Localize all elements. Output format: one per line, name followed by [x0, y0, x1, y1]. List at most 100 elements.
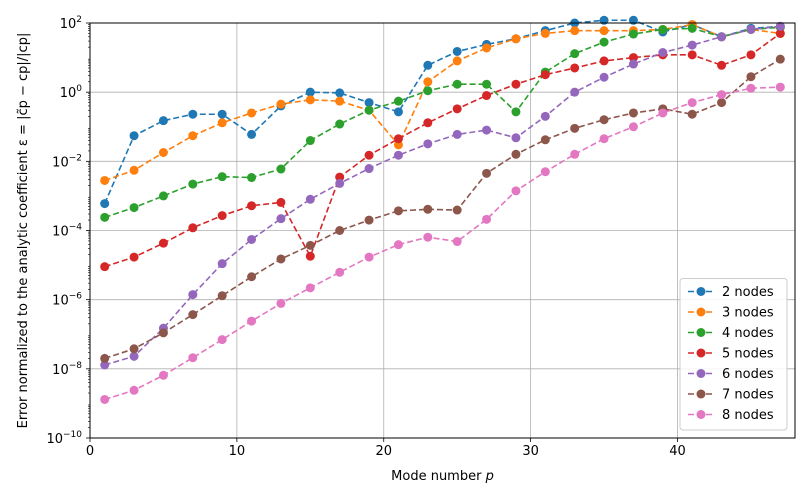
y-tick-label: 10−10 [46, 430, 82, 447]
x-tick-label: 0 [86, 444, 94, 459]
data-point [158, 328, 168, 338]
y-tick-label: 10−4 [52, 223, 82, 240]
series-6-nodes [100, 21, 785, 370]
data-point [158, 148, 168, 158]
x-tick-label: 10 [229, 444, 246, 459]
data-point [247, 108, 257, 118]
data-point [423, 60, 433, 70]
legend-label: 6 nodes [722, 367, 774, 382]
data-point [393, 240, 403, 250]
data-point [599, 37, 609, 47]
data-point [511, 149, 521, 159]
data-point [775, 82, 785, 92]
data-point [482, 168, 492, 178]
data-point [335, 172, 345, 182]
data-point [100, 175, 110, 185]
data-point [775, 28, 785, 38]
legend-item: 2 nodes [688, 285, 774, 300]
data-point [570, 149, 580, 159]
data-point [717, 60, 727, 70]
grid [89, 22, 795, 439]
data-point [335, 96, 345, 106]
data-point [217, 259, 227, 269]
x-tick-label: 40 [669, 444, 686, 459]
legend-marker [696, 369, 706, 378]
data-point [393, 96, 403, 106]
data-point [276, 254, 286, 264]
series-group [100, 15, 785, 404]
data-point [100, 262, 110, 272]
data-point [364, 215, 374, 225]
data-point [100, 353, 110, 363]
data-point [423, 118, 433, 128]
series-7-nodes [100, 54, 785, 363]
data-point [364, 150, 374, 160]
data-point [217, 172, 227, 182]
data-point [452, 237, 462, 247]
y-tick-label: 100 [60, 84, 83, 101]
data-point [658, 48, 668, 58]
legend-label: 2 nodes [722, 285, 774, 300]
data-point [717, 32, 727, 42]
data-point [775, 54, 785, 64]
data-point [599, 56, 609, 66]
data-point [540, 167, 550, 177]
series-line [104, 86, 781, 401]
data-point [217, 335, 227, 345]
data-point [599, 26, 609, 36]
legend-item: 8 nodes [688, 408, 774, 423]
data-point [511, 133, 521, 143]
data-point [746, 50, 756, 60]
series-line [104, 32, 781, 268]
data-point [628, 53, 638, 63]
data-point [276, 214, 286, 224]
data-point [305, 87, 315, 97]
y-tick-label: 10−6 [52, 292, 82, 309]
data-point [305, 136, 315, 146]
data-point [482, 79, 492, 89]
data-point [628, 29, 638, 39]
y-tick-label: 10−8 [52, 361, 82, 378]
data-point [452, 129, 462, 139]
data-point [305, 240, 315, 250]
data-point [188, 310, 198, 320]
data-point [129, 252, 139, 262]
data-point [217, 109, 227, 119]
data-point [305, 283, 315, 293]
legend-item: 6 nodes [688, 367, 774, 382]
data-point [217, 118, 227, 128]
data-point [335, 226, 345, 235]
data-point [276, 298, 286, 308]
data-point [511, 34, 521, 44]
data-point [393, 206, 403, 216]
data-point [687, 23, 697, 33]
y-tick-label: 102 [60, 15, 82, 32]
data-point [158, 116, 168, 126]
data-point [687, 109, 697, 119]
data-point [658, 108, 668, 118]
data-point [452, 79, 462, 89]
legend-marker [696, 348, 706, 358]
data-point [482, 43, 492, 53]
data-point [247, 173, 257, 183]
data-point [305, 95, 315, 105]
legend-marker [696, 328, 706, 337]
series-line [104, 26, 781, 219]
data-point [129, 344, 139, 354]
data-point [540, 135, 550, 145]
data-point [217, 211, 227, 221]
data-point [570, 49, 580, 59]
legend-label: 4 nodes [722, 326, 774, 341]
legend: 2 nodes 3 nodes 4 nodes 5 nodes 6 nodes 7 nod… [679, 278, 788, 431]
legend-item: 3 nodes [688, 306, 774, 321]
legend-marker [696, 287, 706, 296]
data-point [158, 370, 168, 380]
data-point [188, 290, 198, 300]
data-point [423, 204, 433, 214]
data-point [482, 91, 492, 101]
data-point [247, 272, 257, 282]
data-point [570, 87, 580, 97]
data-point [129, 351, 139, 361]
